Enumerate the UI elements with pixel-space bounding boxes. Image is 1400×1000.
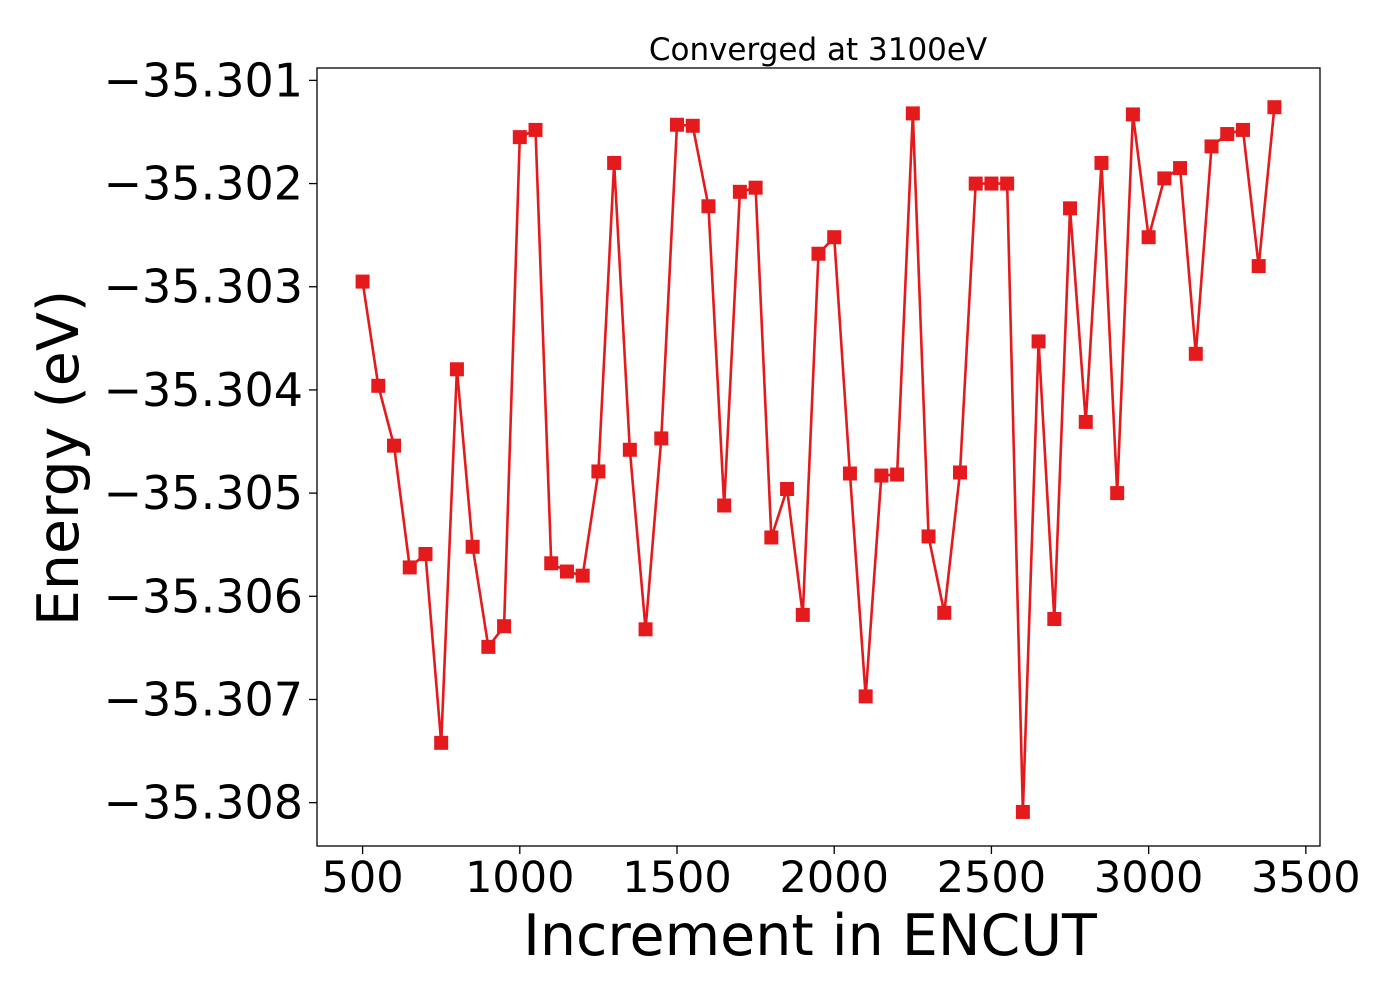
data-point bbox=[1047, 612, 1062, 626]
data-point bbox=[622, 442, 637, 457]
data-point bbox=[449, 362, 464, 377]
y-tick-label: −35.306 bbox=[104, 569, 304, 623]
data-point bbox=[1157, 171, 1172, 186]
data-point bbox=[858, 689, 873, 704]
x-tick-label: 1500 bbox=[622, 853, 731, 903]
y-tick-label: −35.303 bbox=[104, 260, 304, 314]
y-tick-label: −35.307 bbox=[104, 672, 304, 726]
y-tick-label: −35.301 bbox=[104, 53, 304, 107]
data-point bbox=[1078, 414, 1093, 429]
x-tick-label: 2000 bbox=[780, 853, 889, 903]
plot-layer: 500 1000 1500 2000 2500 3000 3500 −35.301 −35.30… bbox=[104, 53, 1361, 903]
data-point bbox=[591, 464, 606, 479]
data-point bbox=[890, 467, 905, 482]
data-point bbox=[481, 639, 496, 654]
data-point bbox=[402, 560, 417, 575]
data-point bbox=[1015, 804, 1030, 819]
y-tick-label: −35.304 bbox=[104, 363, 304, 417]
data-point bbox=[905, 106, 920, 121]
data-point bbox=[355, 274, 370, 289]
data-point bbox=[575, 568, 590, 583]
data-point bbox=[701, 199, 716, 214]
data-point bbox=[1063, 201, 1078, 216]
series-line bbox=[361, 107, 1276, 814]
y-tick-label: −35.302 bbox=[104, 157, 304, 211]
data-point bbox=[952, 465, 967, 480]
data-point bbox=[811, 246, 826, 261]
data-point bbox=[1125, 107, 1140, 122]
x-tick-label: 3000 bbox=[1094, 853, 1203, 903]
data-point bbox=[465, 539, 480, 554]
data-point bbox=[528, 122, 543, 137]
data-point bbox=[1031, 334, 1046, 349]
data-point bbox=[1220, 127, 1235, 142]
data-point bbox=[1141, 230, 1156, 245]
x-tick-label: 500 bbox=[322, 853, 404, 903]
data-point bbox=[1267, 100, 1282, 115]
x-tick-label: 1000 bbox=[465, 853, 574, 903]
data-point bbox=[717, 498, 732, 513]
data-point bbox=[1235, 122, 1250, 137]
data-point bbox=[654, 431, 669, 446]
x-axis-label: Increment in ENCUT bbox=[523, 903, 1097, 969]
data-point bbox=[1110, 486, 1125, 501]
data-point bbox=[638, 622, 653, 637]
data-point bbox=[497, 619, 512, 634]
data-point bbox=[968, 176, 983, 191]
chart-title: Converged at 3100eV bbox=[649, 32, 987, 68]
data-point bbox=[1251, 259, 1266, 274]
data-point bbox=[748, 180, 763, 195]
data-point bbox=[1173, 161, 1188, 176]
data-point bbox=[780, 481, 795, 496]
data-point bbox=[434, 735, 449, 750]
data-point bbox=[842, 466, 857, 481]
data-point bbox=[1094, 155, 1109, 170]
x-tick-label: 2500 bbox=[937, 853, 1046, 903]
data-point bbox=[371, 378, 386, 393]
data-point bbox=[874, 468, 889, 483]
data-point bbox=[512, 130, 527, 145]
data-point bbox=[921, 529, 936, 544]
data-point bbox=[764, 530, 779, 545]
plot-frame bbox=[316, 67, 1321, 847]
data-point bbox=[1204, 139, 1219, 154]
data-point bbox=[544, 556, 559, 571]
data-point bbox=[670, 117, 685, 132]
data-point bbox=[1000, 176, 1015, 191]
data-point bbox=[559, 564, 574, 579]
data-point bbox=[387, 438, 402, 453]
data-point bbox=[1188, 346, 1203, 361]
data-point bbox=[732, 184, 747, 199]
x-tick-label: 3500 bbox=[1251, 853, 1360, 903]
data-point bbox=[418, 546, 433, 561]
data-point bbox=[795, 607, 810, 622]
data-point bbox=[685, 118, 700, 133]
y-axis-label: Energy (eV) bbox=[26, 290, 92, 626]
y-tick-label: −35.308 bbox=[104, 776, 304, 830]
data-point bbox=[827, 230, 842, 245]
data-point bbox=[937, 605, 952, 620]
y-tick-label: −35.305 bbox=[104, 466, 304, 520]
data-point bbox=[984, 176, 999, 191]
data-point bbox=[607, 155, 622, 170]
